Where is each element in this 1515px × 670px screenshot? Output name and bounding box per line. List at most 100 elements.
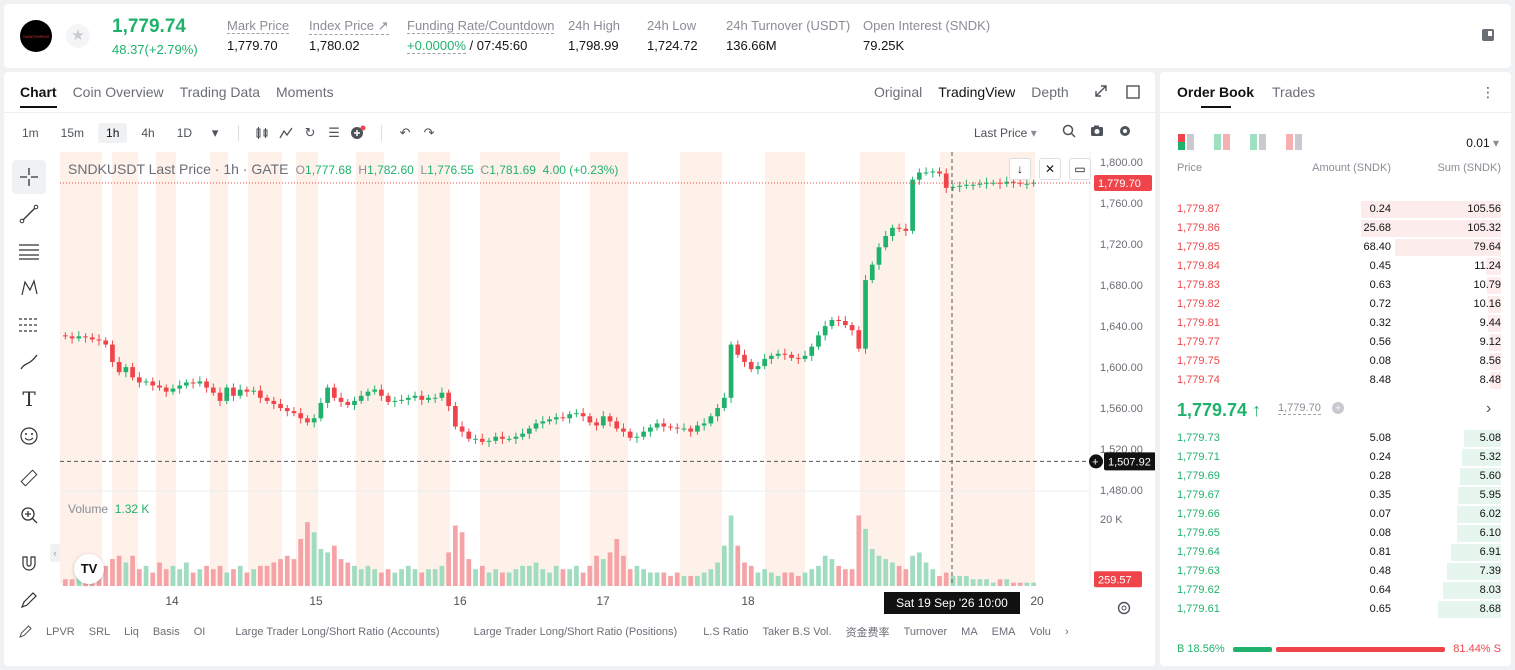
bid-row[interactable]: 1,779.71 0.24 5.32 (1177, 448, 1501, 467)
ask-row[interactable]: 1,779.86 25.68 105.32 (1177, 219, 1501, 238)
volume-bar (352, 565, 357, 586)
candle-body (305, 418, 310, 423)
magnet-icon[interactable] (12, 546, 46, 580)
mode-pair-icon[interactable] (1214, 134, 1230, 150)
tf-1d[interactable]: 1D (176, 126, 193, 140)
indicator-oi[interactable]: OI (193, 626, 206, 638)
mode-asks-icon[interactable] (1286, 134, 1302, 150)
chevron-down-icon[interactable]: ▾ (211, 125, 219, 140)
indicator-srl[interactable]: SRL (88, 626, 111, 638)
indicator-lpvr[interactable]: LPVR (46, 626, 75, 638)
gear-icon[interactable] (1118, 124, 1132, 138)
list-icon[interactable]: ☰ (328, 125, 340, 140)
camera-icon[interactable] (1090, 124, 1104, 138)
zoom-in-icon[interactable] (12, 498, 46, 532)
indicator-ma[interactable]: MA (961, 626, 978, 638)
ask-row[interactable]: 1,779.74 8.48 8.48 (1177, 371, 1501, 390)
price-chart[interactable]: 1,800.00 1,760.00 1,720.00 1,680.00 1,640.00… (60, 152, 1155, 622)
refresh-icon[interactable]: ↻ (304, 125, 316, 140)
trend-line-icon[interactable] (12, 197, 46, 231)
chevron-right-icon[interactable]: › (1486, 400, 1492, 417)
indicator-ema[interactable]: EMA (991, 626, 1016, 638)
bid-row[interactable]: 1,779.65 0.08 6.10 (1177, 524, 1501, 543)
bid-row[interactable]: 1,779.64 0.81 6.91 (1177, 543, 1501, 562)
view-original[interactable]: Original (874, 84, 923, 100)
tab-coin-overview[interactable]: Coin Overview (72, 84, 164, 100)
more-icon[interactable]: ⋮ (1481, 84, 1495, 100)
indicator-lt-accounts[interactable]: Large Trader Long/Short Ratio (Accounts) (235, 626, 440, 638)
expand-icon[interactable] (1094, 84, 1108, 98)
emoji-icon[interactable] (12, 419, 46, 453)
chart-settings-icon[interactable] (1116, 600, 1132, 616)
brush-icon[interactable] (12, 345, 46, 379)
chevron-right-icon[interactable]: › (1064, 626, 1069, 638)
book-icon[interactable] (1481, 28, 1495, 42)
tf-4h[interactable]: 4h (141, 126, 155, 140)
tab-trading-data[interactable]: Trading Data (179, 84, 261, 100)
volume-bar (392, 572, 398, 586)
candle-body (627, 431, 633, 438)
view-depth[interactable]: Depth (1031, 84, 1069, 100)
window-icon[interactable] (1126, 85, 1140, 99)
mode-both-icon[interactable] (1178, 134, 1194, 150)
ask-row[interactable]: 1,779.87 0.24 105.56 (1177, 200, 1501, 219)
tab-chart[interactable]: Chart (20, 84, 57, 108)
indicator-taker-bs-vol[interactable]: Taker B.S Vol. (762, 626, 832, 638)
tab-trades[interactable]: Trades (1272, 84, 1316, 100)
indicator-liq[interactable]: Liq (124, 626, 139, 638)
price-tick-label: 1,680.00 (1100, 280, 1143, 292)
indicator-ls-ratio[interactable]: L.S Ratio (703, 626, 749, 638)
ask-row[interactable]: 1,779.77 0.56 9.12 (1177, 333, 1501, 352)
fullscreen-icon[interactable]: ▭ (1069, 158, 1091, 180)
bid-row[interactable]: 1,779.67 0.35 5.95 (1177, 486, 1501, 505)
bid-row[interactable]: 1,779.61 0.65 8.68 (1177, 600, 1501, 619)
ask-row[interactable]: 1,779.84 0.45 11.24 (1177, 257, 1501, 276)
indicators-icon[interactable] (277, 124, 295, 142)
bid-row[interactable]: 1,779.69 0.28 5.60 (1177, 467, 1501, 486)
fib-icon[interactable] (12, 308, 46, 342)
undo-icon[interactable]: ↶ (399, 125, 411, 140)
ask-row[interactable]: 1,779.83 0.63 10.79 (1177, 276, 1501, 295)
tf-1m[interactable]: 1m (22, 126, 39, 140)
arrow-down-icon[interactable]: ↓ (1009, 158, 1031, 180)
indicator-turnover[interactable]: Turnover (903, 626, 948, 638)
pencil-icon[interactable] (12, 583, 46, 617)
crosshair-icon[interactable] (12, 160, 46, 194)
horizontal-lines-icon[interactable] (12, 234, 46, 268)
ask-row[interactable]: 1,779.85 68.40 79.64 (1177, 238, 1501, 257)
mode-bids-icon[interactable] (1250, 134, 1266, 150)
bid-row[interactable]: 1,779.73 5.08 5.08 (1177, 429, 1501, 448)
indicator-volume[interactable]: Volu (1029, 626, 1051, 638)
redo-icon[interactable]: ↷ (423, 125, 435, 140)
volume-bar (379, 572, 384, 586)
text-tool-icon[interactable]: T (22, 387, 36, 411)
collapse-icon[interactable]: ✕ (1039, 158, 1061, 180)
indicator-lt-positions[interactable]: Large Trader Long/Short Ratio (Positions… (473, 626, 678, 638)
pen-icon[interactable] (18, 625, 32, 639)
candle-type-icon[interactable] (253, 124, 271, 142)
ask-row[interactable]: 1,779.81 0.32 9.44 (1177, 314, 1501, 333)
tf-1h[interactable]: 1h (98, 123, 128, 143)
ruler-icon[interactable] (12, 461, 46, 495)
bid-row[interactable]: 1,779.63 0.48 7.39 (1177, 562, 1501, 581)
ask-row[interactable]: 1,779.75 0.08 8.56 (1177, 352, 1501, 371)
indicator-basis[interactable]: Basis (152, 626, 180, 638)
pattern-icon[interactable] (12, 271, 46, 305)
volume-bar (869, 549, 875, 586)
tab-moments[interactable]: Moments (276, 84, 334, 100)
candle-body (130, 367, 135, 378)
view-tradingview[interactable]: TradingView (938, 84, 1016, 100)
collapse-toolbar-icon[interactable]: ‹ (50, 544, 60, 562)
bid-row[interactable]: 1,779.62 0.64 8.03 (1177, 581, 1501, 600)
tf-15m[interactable]: 15m (60, 126, 85, 140)
indicator-funding-rate[interactable]: 资金费率 (845, 627, 890, 639)
bid-row[interactable]: 1,779.66 0.07 6.02 (1177, 505, 1501, 524)
search-icon[interactable] (1062, 124, 1076, 138)
tab-order-book[interactable]: Order Book (1177, 84, 1254, 108)
precision-select[interactable]: 0.01 ▾ (1466, 136, 1499, 150)
ask-row[interactable]: 1,779.82 0.72 10.16 (1177, 295, 1501, 314)
tradingview-logo-icon[interactable]: TV (74, 554, 104, 584)
favorite-star-icon[interactable]: ★ (66, 24, 90, 48)
price-source-select[interactable]: Last Price ▾ (974, 126, 1037, 140)
add-indicator-icon[interactable] (349, 124, 367, 142)
